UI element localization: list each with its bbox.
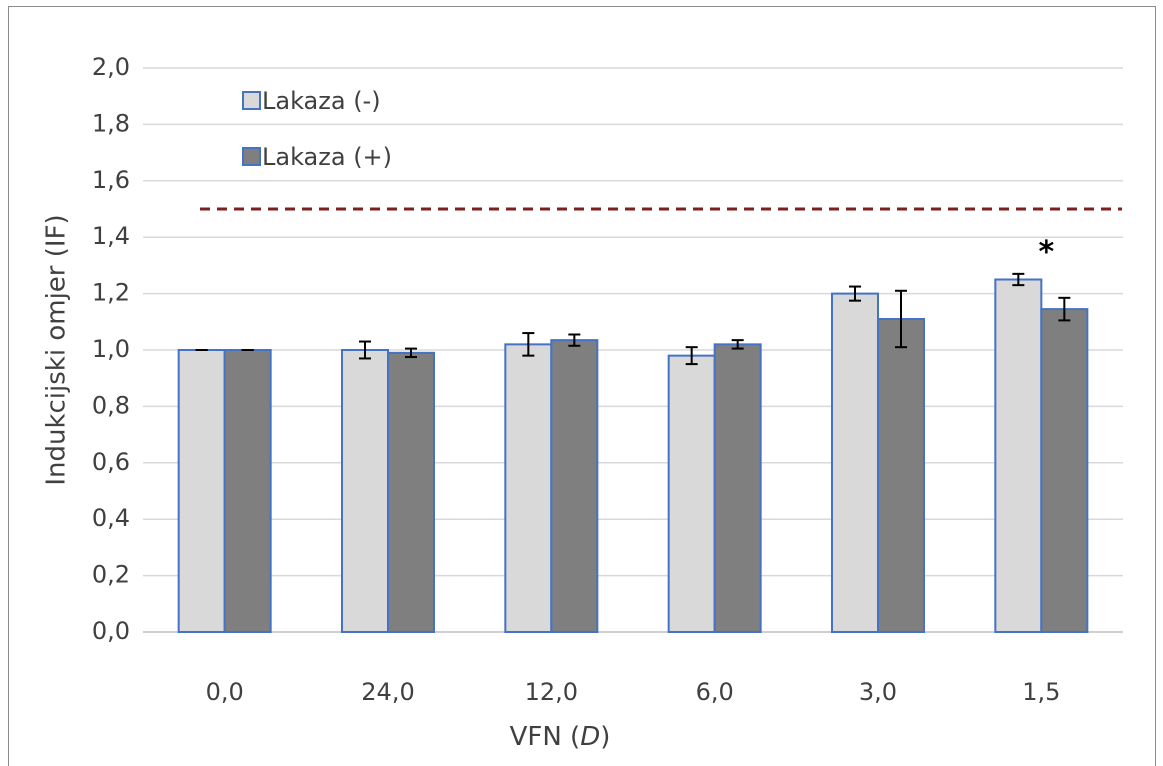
bar-lakaza-minus <box>177 349 226 633</box>
y-tick-label: 0,0 <box>92 617 130 645</box>
bar-lakaza-plus <box>550 339 599 633</box>
bar-lakaza-plus <box>223 349 272 633</box>
legend-label-lakaza-minus: Lakaza (-) <box>262 87 381 115</box>
legend-swatch-lakaza-minus <box>242 91 261 110</box>
y-tick-label: 2,0 <box>92 53 130 81</box>
bar-lakaza-minus <box>831 292 879 633</box>
bar-lakaza-plus <box>387 351 435 633</box>
x-tick-labels: 0,0 24,0 12,0 6,0 3,0 1,5 <box>206 678 1061 706</box>
y-axis-title: Indukcijski omjer (IF) <box>42 214 72 485</box>
y-tick-label: 1,8 <box>92 109 130 137</box>
x-tick-label: 1,5 <box>1022 678 1060 706</box>
x-axis-title-prefix: VFN ( <box>510 722 581 752</box>
y-tick-label: 0,8 <box>92 391 130 419</box>
chart-frame <box>8 6 1156 766</box>
legend-swatch-lakaza-plus <box>242 147 261 166</box>
x-tick-label: 24,0 <box>361 678 414 706</box>
x-axis-title: VFN (D) <box>510 722 611 752</box>
bars <box>177 278 1089 633</box>
y-tick-label: 1,4 <box>92 222 130 250</box>
x-tick-label: 12,0 <box>525 678 578 706</box>
x-tick-label: 0,0 <box>206 678 244 706</box>
annotations: * <box>1038 235 1054 270</box>
y-tick-label: 1,0 <box>92 335 130 363</box>
x-tick-label: 6,0 <box>696 678 734 706</box>
bar-lakaza-minus <box>667 354 716 633</box>
significance-marker: * <box>1038 235 1054 270</box>
x-axis-title-suffix: ) <box>600 722 610 752</box>
bar-lakaza-plus <box>1040 308 1089 633</box>
y-tick-label: 0,4 <box>92 504 130 532</box>
bar-lakaza-minus <box>994 278 1043 633</box>
legend: Lakaza (-) Lakaza (+) <box>242 87 392 171</box>
y-tick-label: 0,2 <box>92 561 130 589</box>
gridlines <box>143 67 1123 633</box>
x-tick-label: 3,0 <box>859 678 897 706</box>
y-tick-labels: 0,0 0,2 0,4 0,6 0,8 1,0 1,2 1,4 1,6 1,8 2,0 <box>92 53 130 645</box>
legend-label-lakaza-plus: Lakaza (+) <box>262 143 392 171</box>
y-tick-label: 0,6 <box>92 448 130 476</box>
bar-lakaza-plus <box>713 343 762 633</box>
bar-lakaza-minus <box>504 343 553 633</box>
bar-lakaza-minus <box>341 349 389 633</box>
y-tick-label: 1,2 <box>92 279 130 307</box>
error-bars <box>195 272 1071 366</box>
bar-lakaza-plus <box>877 317 925 633</box>
x-axis-title-italic: D <box>580 722 600 752</box>
y-tick-label: 1,6 <box>92 166 130 194</box>
